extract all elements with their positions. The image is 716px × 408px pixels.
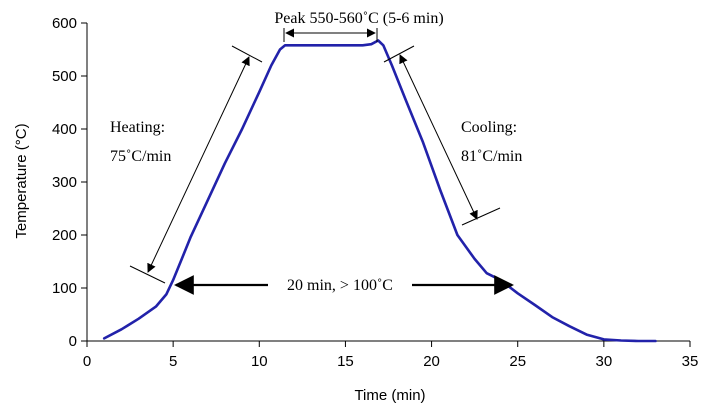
peak-label-bg	[243, 8, 475, 28]
annotations-group: Peak 550-560˚C (5-6 min) Heating: 75˚C/m…	[110, 8, 522, 295]
cooling-rate-arrow	[399, 54, 478, 220]
series-group	[102, 39, 657, 343]
cooling-tick-top	[383, 45, 415, 63]
cooling-label-line2: 81˚C/min	[461, 148, 522, 165]
x-axis: 0 5 10 15 20 25 30 35	[83, 340, 699, 370]
y-tick-label: 400	[52, 121, 77, 138]
y-axis: 0 100 200 300 400 500 600	[52, 15, 88, 350]
peak-label: Peak 550-560˚C (5-6 min)	[274, 10, 443, 27]
y-tick-label: 0	[69, 333, 77, 350]
x-tick-label: 25	[509, 353, 526, 370]
y-tick-label: 300	[52, 174, 77, 191]
duration-label: 20 min, > 100˚C	[287, 277, 393, 294]
y-axis-title: Temperature (°C)	[13, 123, 30, 238]
x-tick-label: 30	[596, 353, 613, 370]
y-tick-label: 200	[52, 227, 77, 244]
x-tick-label: 5	[169, 353, 177, 370]
series-line-0	[102, 39, 657, 343]
heating-tick-top	[231, 45, 263, 63]
y-tick-label: 500	[52, 68, 77, 85]
heating-tick-bottom	[129, 265, 166, 284]
y-tick-label: 600	[52, 15, 77, 32]
x-tick-label: 0	[83, 353, 91, 370]
y-tick-label: 100	[52, 280, 77, 297]
x-tick-label: 35	[682, 353, 699, 370]
heating-label-line2: 75˚C/min	[110, 148, 171, 165]
cooling-tick-bottom	[461, 207, 501, 226]
heating-rate-arrow	[147, 56, 250, 273]
x-tick-label: 10	[251, 353, 268, 370]
x-tick-label: 20	[423, 353, 440, 370]
x-tick-label: 15	[337, 353, 354, 370]
x-axis-title: Time (min)	[354, 387, 425, 404]
heating-label-line1: Heating:	[110, 119, 165, 136]
cooling-label-line1: Cooling:	[461, 119, 517, 136]
